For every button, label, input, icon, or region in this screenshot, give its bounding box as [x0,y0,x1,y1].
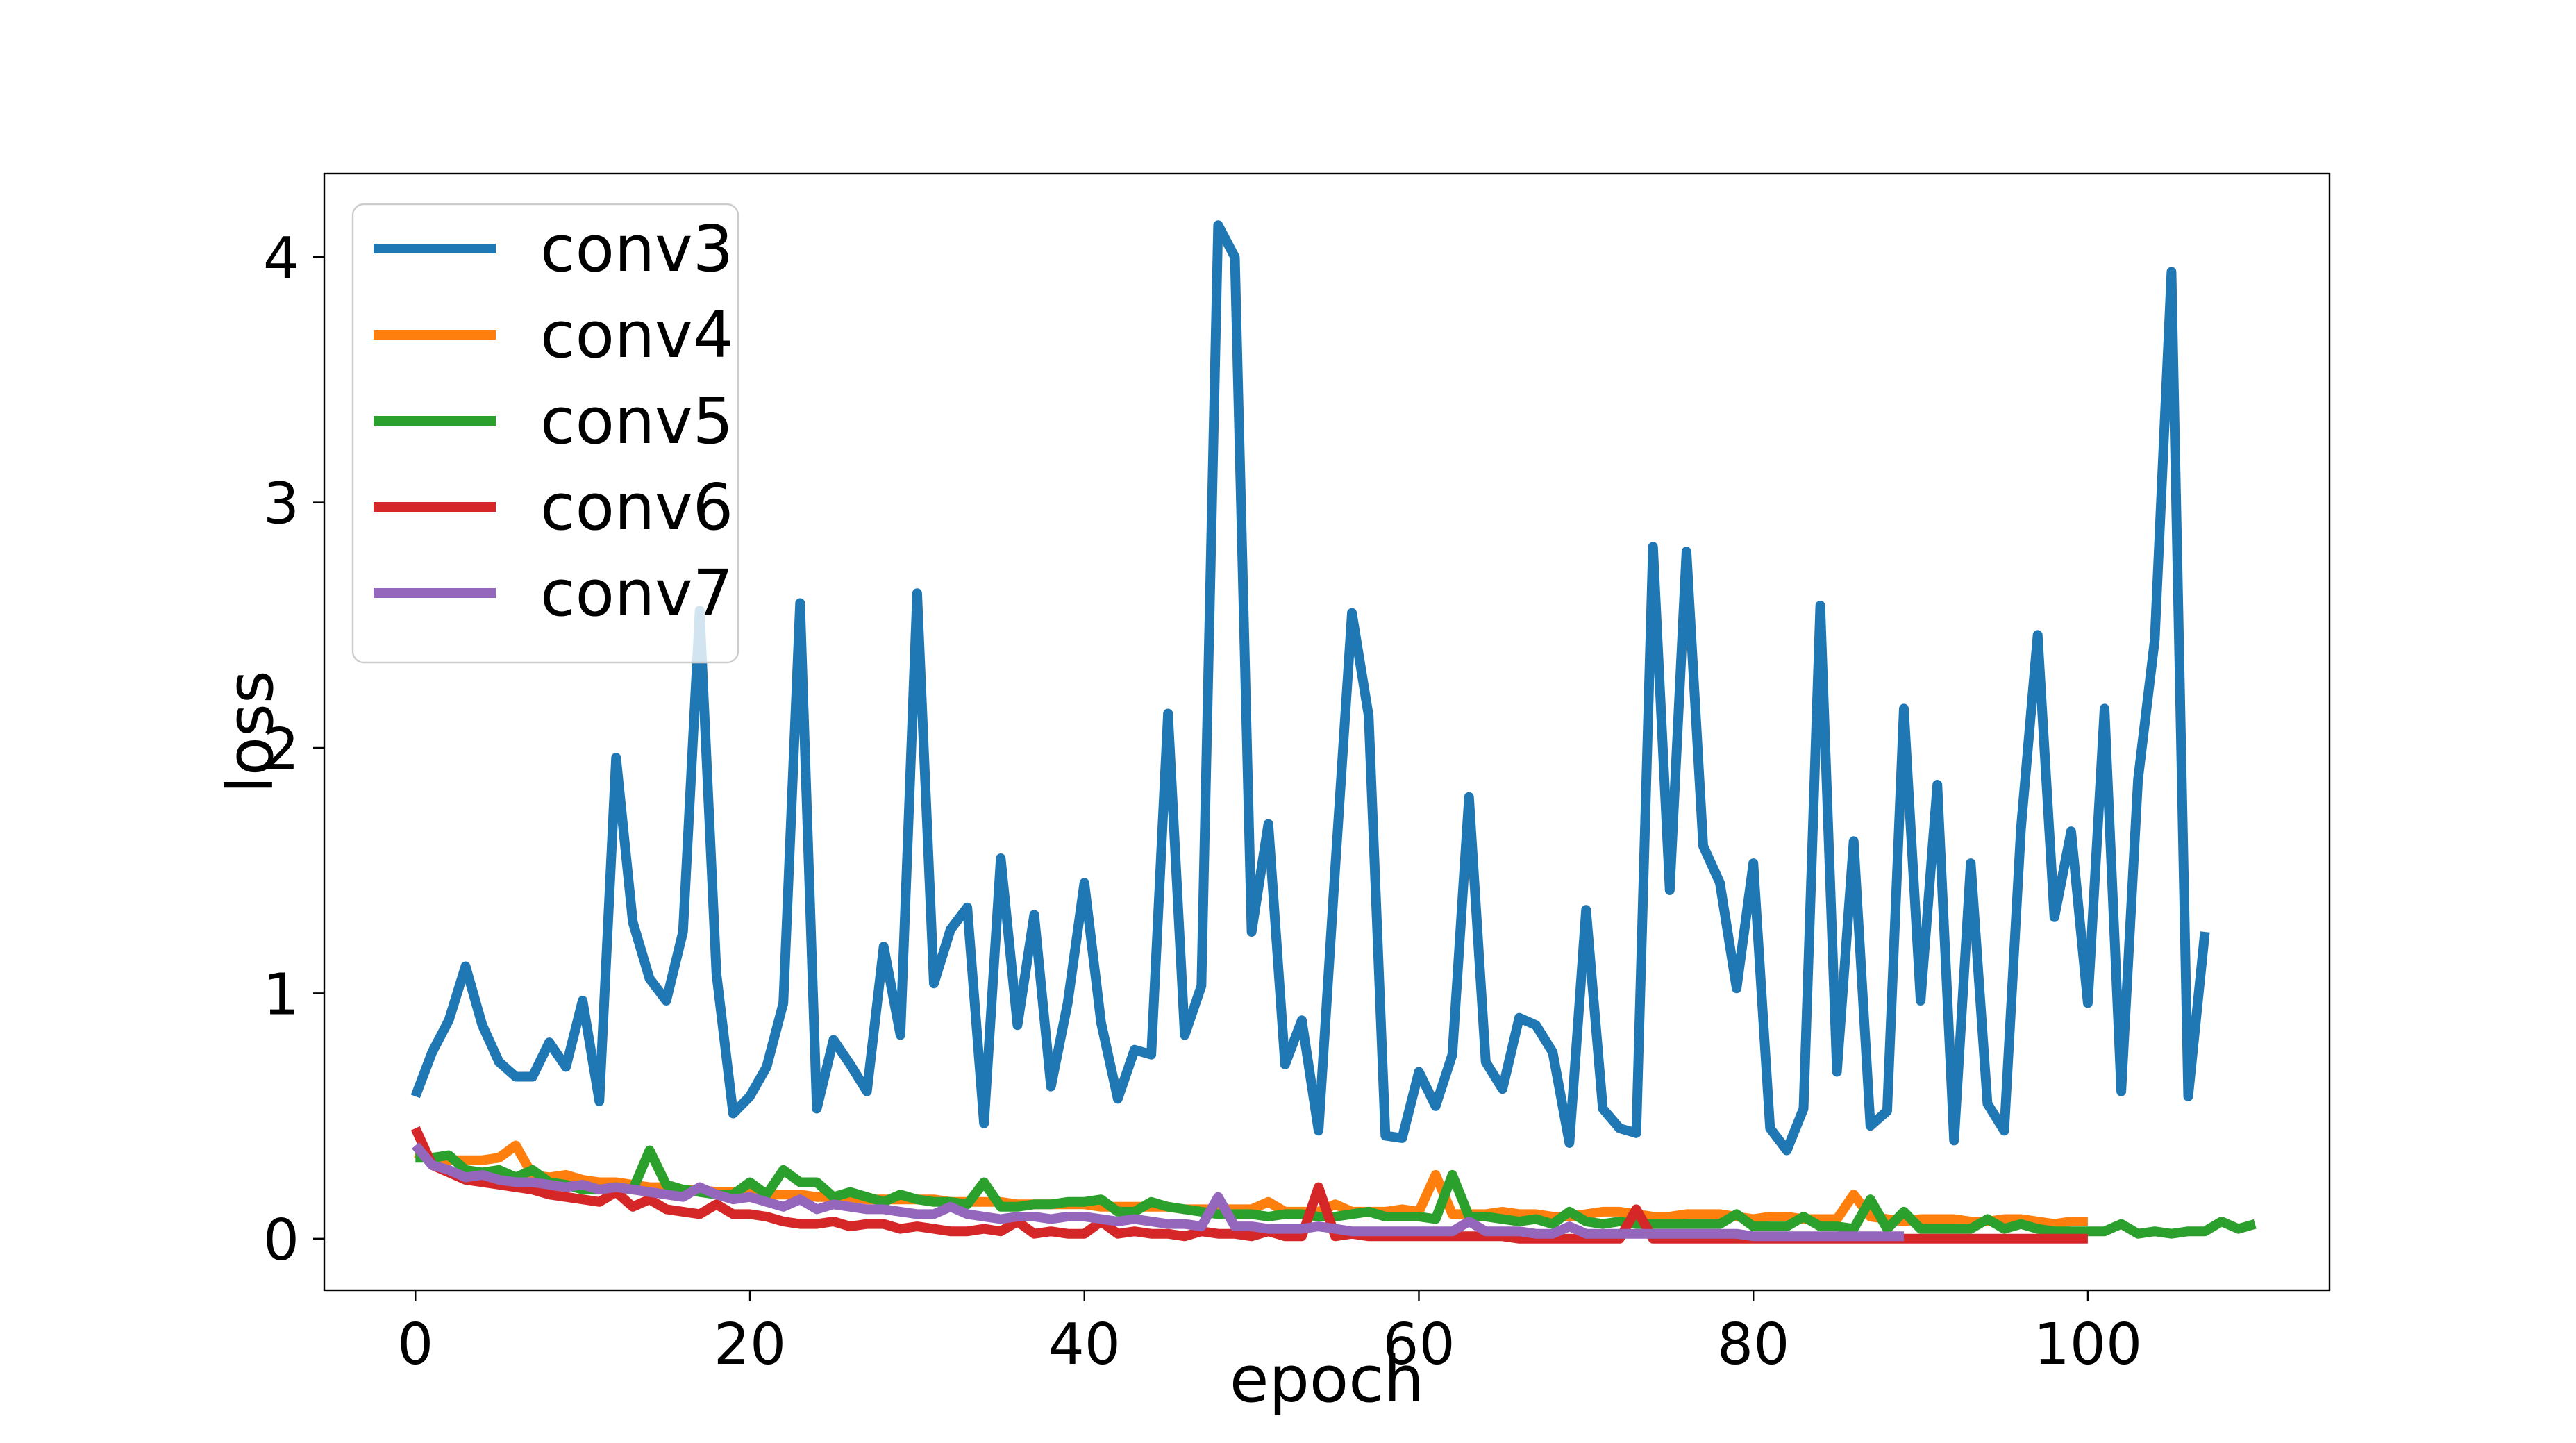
x-tick-label: 40 [1048,1312,1121,1378]
legend-box [351,203,739,664]
legend-label-conv5: conv5 [540,384,733,458]
legend-label-conv4: conv4 [540,298,733,372]
series-line-conv3 [410,220,2210,1156]
x-tick-label: 100 [2034,1312,2143,1378]
series-line-conv7 [411,1142,1904,1242]
y-tick-label: 1 [263,962,299,1028]
x-axis: 0 20 40 60 80 100 [397,1290,2142,1378]
x-tick-label: 0 [397,1312,433,1378]
plot-frame [323,172,2331,1292]
legend-label-conv6: conv6 [540,470,733,544]
y-tick-label: 3 [263,472,299,537]
y-tick-label: 4 [263,226,299,292]
y-tick-label: 0 [263,1208,299,1274]
y-axis: 0 1 2 3 4 [263,226,324,1274]
series-layer [410,220,2257,1244]
legend-label-conv3: conv3 [540,212,733,286]
y-axis-label: loss [213,670,287,794]
y-tick-label: 2 [263,717,299,783]
x-axis-label: epoch [1230,1342,1424,1417]
x-tick-label: 60 [1382,1312,1455,1378]
x-tick-label: 80 [1717,1312,1789,1378]
legend: conv3 conv4 conv5 conv6 conv7 [351,203,739,664]
x-tick-label: 20 [714,1312,786,1378]
legend-label-conv7: conv7 [540,556,733,631]
